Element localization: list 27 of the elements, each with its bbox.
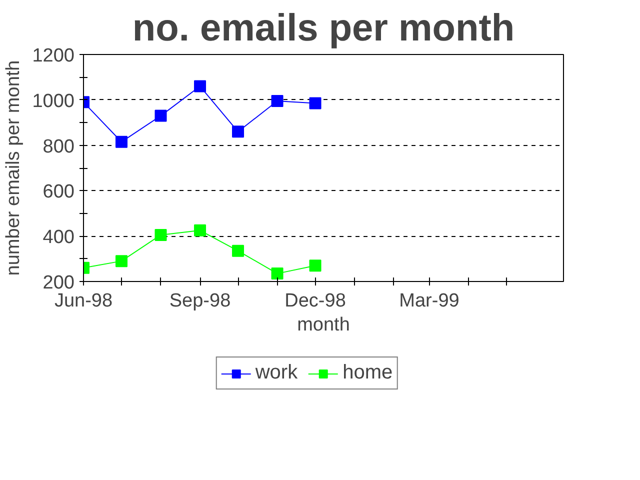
- legend-label: work: [255, 362, 298, 384]
- y-tick-label: 400: [42, 227, 74, 248]
- y-tick-label: 800: [42, 136, 74, 158]
- y-axis-title: number emails per month: [3, 60, 24, 276]
- chart-title: no. emails per month: [132, 8, 515, 50]
- x-tick-label: Jun-98: [54, 290, 113, 312]
- point: [309, 260, 322, 272]
- y-tick-label: 1200: [32, 46, 75, 66]
- y-tick-label: 200: [42, 272, 74, 294]
- point: [232, 244, 244, 257]
- y-tick-label: 1000: [32, 90, 75, 112]
- legend-label: home: [342, 362, 393, 384]
- x-axis-title: month: [297, 314, 350, 336]
- x-tick-label: Sep-98: [169, 290, 231, 312]
- point: [194, 224, 206, 236]
- point: [271, 268, 284, 280]
- point: [194, 80, 206, 92]
- x-tick-label: Dec-98: [284, 290, 346, 312]
- point: [232, 126, 244, 138]
- point: [154, 110, 167, 122]
- point: [115, 136, 128, 148]
- y-tick-label: 600: [42, 182, 74, 203]
- point: [154, 228, 167, 241]
- point: [115, 255, 128, 268]
- point: [271, 95, 284, 108]
- point: [309, 97, 322, 110]
- x-tick-label: Mar-99: [399, 290, 460, 312]
